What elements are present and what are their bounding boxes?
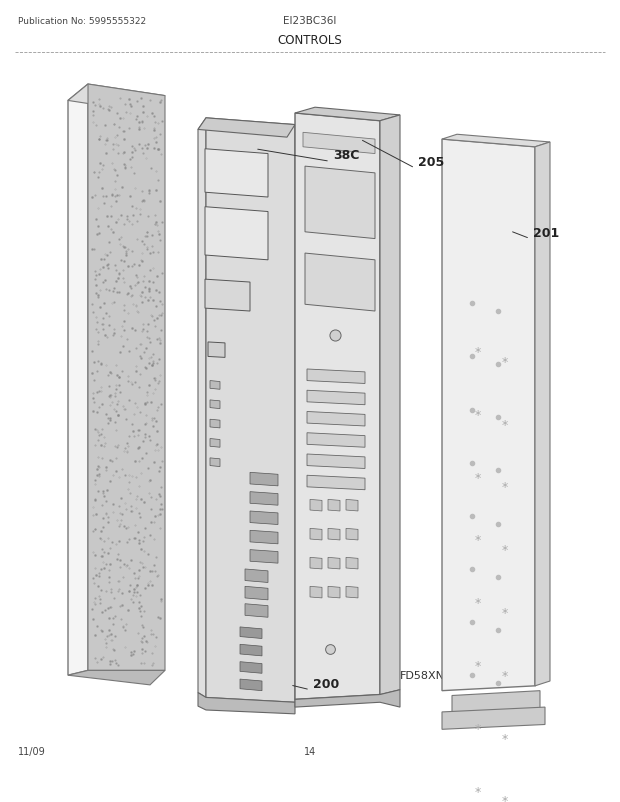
Polygon shape xyxy=(240,679,262,691)
Polygon shape xyxy=(442,135,550,148)
Polygon shape xyxy=(307,455,365,469)
Polygon shape xyxy=(305,253,375,312)
Text: *: * xyxy=(475,471,481,484)
Text: 200: 200 xyxy=(313,677,339,690)
Text: *: * xyxy=(502,669,508,682)
Text: *: * xyxy=(502,480,508,494)
Text: 14: 14 xyxy=(304,746,316,755)
Polygon shape xyxy=(305,167,375,239)
Polygon shape xyxy=(210,419,220,428)
Polygon shape xyxy=(310,557,322,569)
Polygon shape xyxy=(240,627,262,638)
Polygon shape xyxy=(210,439,220,448)
Polygon shape xyxy=(328,529,340,541)
Text: FD58XNDAAA0: FD58XNDAAA0 xyxy=(400,670,484,680)
Polygon shape xyxy=(535,143,550,686)
Polygon shape xyxy=(307,433,365,448)
Polygon shape xyxy=(328,500,340,512)
Polygon shape xyxy=(68,85,88,675)
Polygon shape xyxy=(346,529,358,541)
Polygon shape xyxy=(205,280,250,312)
Polygon shape xyxy=(68,670,165,685)
Text: *: * xyxy=(502,418,508,431)
Text: *: * xyxy=(475,597,481,610)
Polygon shape xyxy=(310,529,322,541)
Polygon shape xyxy=(250,472,278,486)
Polygon shape xyxy=(205,208,268,261)
Text: *: * xyxy=(502,794,508,802)
Text: CONTROLS: CONTROLS xyxy=(278,34,342,47)
Polygon shape xyxy=(208,342,225,358)
Polygon shape xyxy=(307,476,365,490)
Text: *: * xyxy=(475,408,481,421)
Polygon shape xyxy=(307,412,365,427)
Polygon shape xyxy=(88,85,165,670)
Text: *: * xyxy=(475,722,481,735)
Polygon shape xyxy=(240,662,262,674)
Polygon shape xyxy=(198,693,295,714)
Polygon shape xyxy=(452,691,540,717)
Polygon shape xyxy=(307,391,365,405)
Text: *: * xyxy=(502,544,508,557)
Polygon shape xyxy=(346,557,358,569)
Polygon shape xyxy=(210,458,220,467)
Text: 201: 201 xyxy=(533,226,559,239)
Polygon shape xyxy=(210,400,220,409)
Polygon shape xyxy=(328,586,340,598)
Text: *: * xyxy=(475,784,481,798)
Text: 11/09: 11/09 xyxy=(18,746,46,755)
Polygon shape xyxy=(198,119,206,698)
Polygon shape xyxy=(346,586,358,598)
Polygon shape xyxy=(442,140,535,691)
Polygon shape xyxy=(250,492,278,505)
Polygon shape xyxy=(205,149,268,198)
Text: *: * xyxy=(502,731,508,744)
Polygon shape xyxy=(245,604,268,618)
Text: *: * xyxy=(475,659,481,672)
Text: Publication No: 5995555322: Publication No: 5995555322 xyxy=(18,17,146,26)
Polygon shape xyxy=(295,114,380,699)
Text: 205: 205 xyxy=(418,156,445,169)
Text: *: * xyxy=(502,606,508,619)
Polygon shape xyxy=(68,85,165,114)
Polygon shape xyxy=(295,108,400,122)
Polygon shape xyxy=(303,133,375,154)
Text: *: * xyxy=(475,346,481,358)
Text: 38C: 38C xyxy=(333,149,360,162)
Text: EI23BC36I: EI23BC36I xyxy=(283,16,337,26)
Text: *: * xyxy=(475,534,481,547)
Polygon shape xyxy=(245,569,268,583)
Polygon shape xyxy=(240,645,262,656)
Polygon shape xyxy=(245,586,268,600)
Polygon shape xyxy=(380,115,400,695)
Polygon shape xyxy=(310,586,322,598)
Polygon shape xyxy=(310,500,322,512)
Polygon shape xyxy=(250,531,278,544)
Polygon shape xyxy=(442,707,545,729)
Polygon shape xyxy=(206,119,295,703)
Polygon shape xyxy=(250,550,278,564)
Polygon shape xyxy=(295,690,400,707)
Polygon shape xyxy=(250,512,278,525)
Polygon shape xyxy=(198,119,295,138)
Polygon shape xyxy=(307,370,365,384)
Polygon shape xyxy=(346,500,358,512)
Polygon shape xyxy=(210,381,220,390)
Polygon shape xyxy=(328,557,340,569)
Text: *: * xyxy=(502,355,508,368)
